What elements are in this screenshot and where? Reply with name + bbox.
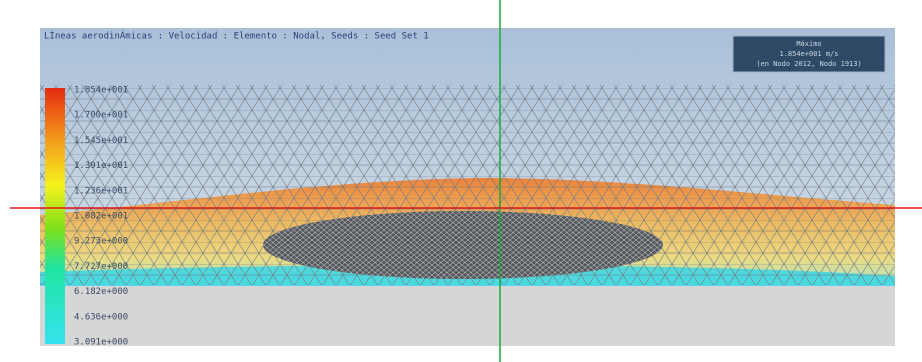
legend-label: 3.091e+000 xyxy=(74,338,128,348)
legend-label: 1.391e+001 xyxy=(74,161,128,171)
legend-label: 1.082e+001 xyxy=(74,212,128,222)
legend-label: 1.545e+001 xyxy=(74,136,128,146)
screenshot: Máximo 1.854e+001 m/s (en Nodo 2012, Nodo … xyxy=(0,0,922,362)
legend-label: 1.854e+001 xyxy=(74,86,128,96)
page: Máximo 1.854e+001 m/s (en Nodo 2012, Nodo … xyxy=(0,0,922,362)
info-line: Máximo xyxy=(796,40,821,48)
ground xyxy=(40,286,895,346)
body-mesh xyxy=(263,211,663,279)
legend-label: 1.700e+001 xyxy=(74,111,128,121)
viewport-title: LÍneas aerodinÁmicas : Velocidad : Eleme… xyxy=(44,30,429,42)
info-line: (en Nodo 2012, Nodo 1913) xyxy=(756,60,861,68)
color-bar xyxy=(45,88,65,344)
legend-label: 9.273e+000 xyxy=(74,237,128,247)
legend-label: 6.182e+000 xyxy=(74,287,128,297)
legend-label: 7.727e+000 xyxy=(74,262,128,272)
legend-label: 4.636e+000 xyxy=(74,312,128,322)
info-line: 1.854e+001 m/s xyxy=(779,50,838,58)
legend-label: 1.236e+001 xyxy=(74,186,128,196)
